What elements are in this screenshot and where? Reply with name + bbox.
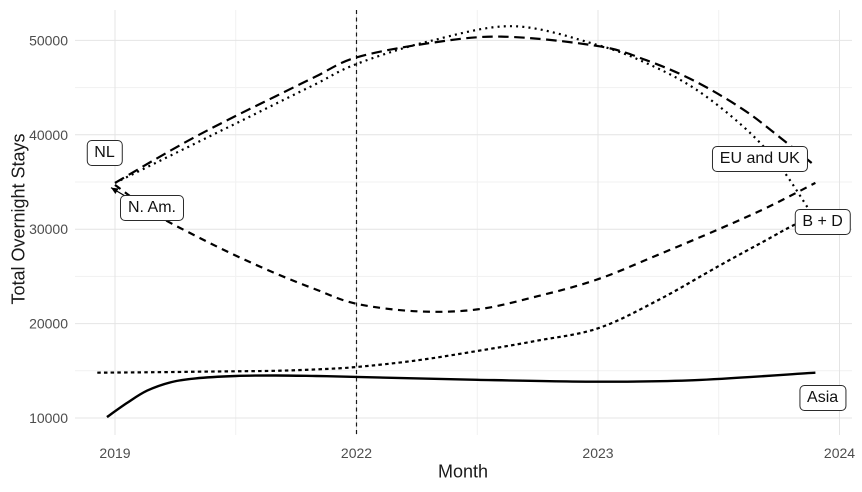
series-line-asia [106,371,816,419]
x-axis-title: Month [437,461,489,482]
series-label-nl: NL [86,139,123,166]
y-tick-label: 30000 [29,221,68,237]
series-label-asia: Asia [799,385,847,412]
x-tick-label: 2024 [824,445,855,461]
x-tick-label: 2019 [99,445,130,461]
y-tick-label: 20000 [29,316,68,332]
y-tick-label: 50000 [29,32,68,48]
label-leader-arrowhead [110,187,119,194]
y-tick-label: 40000 [29,127,68,143]
series-lines [97,25,817,419]
gridlines-minor [75,10,852,435]
y-tick-label: 10000 [29,410,68,426]
y-axis-tick-labels: 10000 20000 30000 40000 50000 [29,32,68,426]
series-line-n-am [114,181,816,313]
series-line-eu-and-uk [114,35,817,184]
x-tick-label: 2022 [341,445,372,461]
x-tick-label: 2023 [582,445,613,461]
series-label-b-d: B + D [794,208,851,235]
series-line-b-d [97,214,816,374]
series-line-nl [114,25,817,221]
series-label-eu-and-uk: EU and UK [711,146,808,173]
y-axis-title: Total Overnight Stays [8,133,29,305]
series-label-n-am: N. Am. [119,194,185,221]
x-axis-tick-labels: 2019 2022 2023 2024 [99,445,855,461]
